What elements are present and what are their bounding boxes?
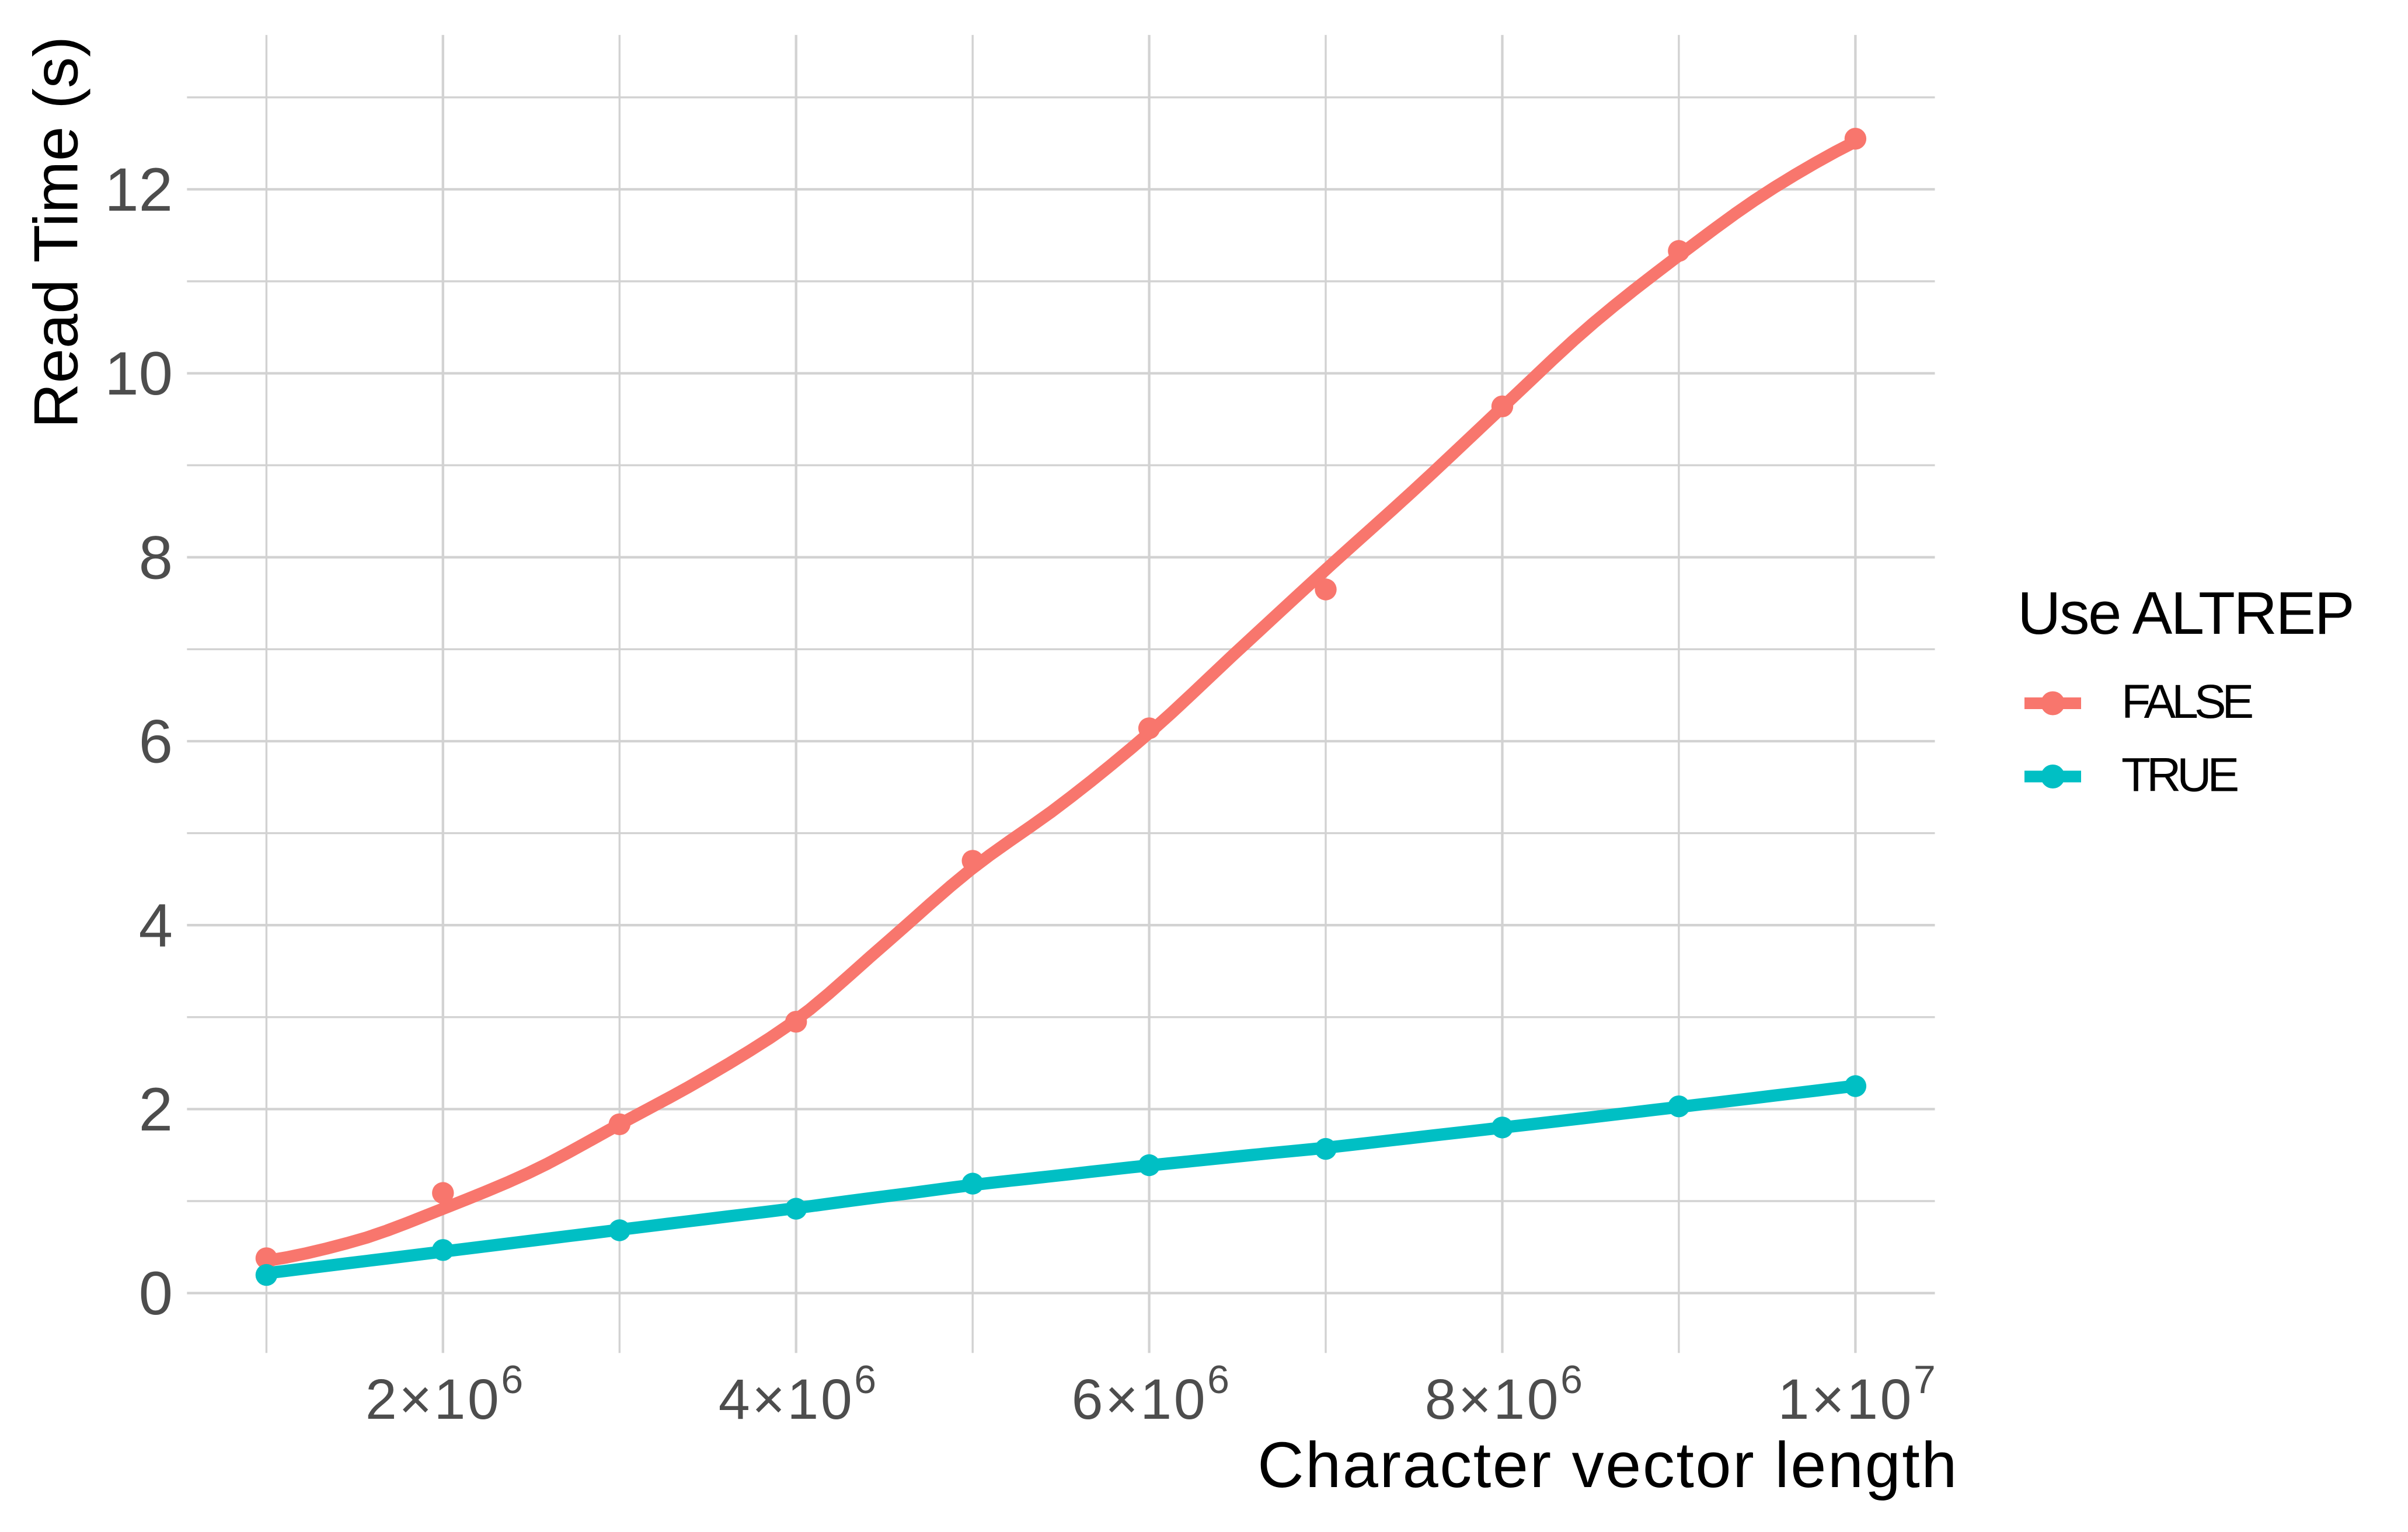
svg-text:TRUE: TRUE [2121, 749, 2238, 802]
svg-text:2: 2 [139, 1076, 173, 1144]
svg-text:6×106: 6×106 [1072, 1357, 1232, 1431]
svg-text:12: 12 [104, 156, 173, 224]
svg-text:10: 10 [104, 340, 173, 408]
svg-text:2×106: 2×106 [365, 1357, 525, 1431]
svg-text:Character vector length: Character vector length [1257, 1429, 1959, 1501]
svg-text:4: 4 [139, 892, 173, 960]
svg-text:1×107: 1×107 [1778, 1357, 1937, 1431]
svg-text:8: 8 [139, 524, 173, 592]
svg-text:Read Time (s): Read Time (s) [21, 36, 91, 428]
svg-text:0: 0 [139, 1259, 173, 1328]
svg-text:6: 6 [139, 708, 173, 776]
svg-text:8×106: 8×106 [1425, 1357, 1585, 1431]
svg-text:4×106: 4×106 [719, 1357, 879, 1431]
svg-text:Use ALTREP: Use ALTREP [2017, 580, 2353, 647]
svg-text:FALSE: FALSE [2121, 675, 2253, 728]
